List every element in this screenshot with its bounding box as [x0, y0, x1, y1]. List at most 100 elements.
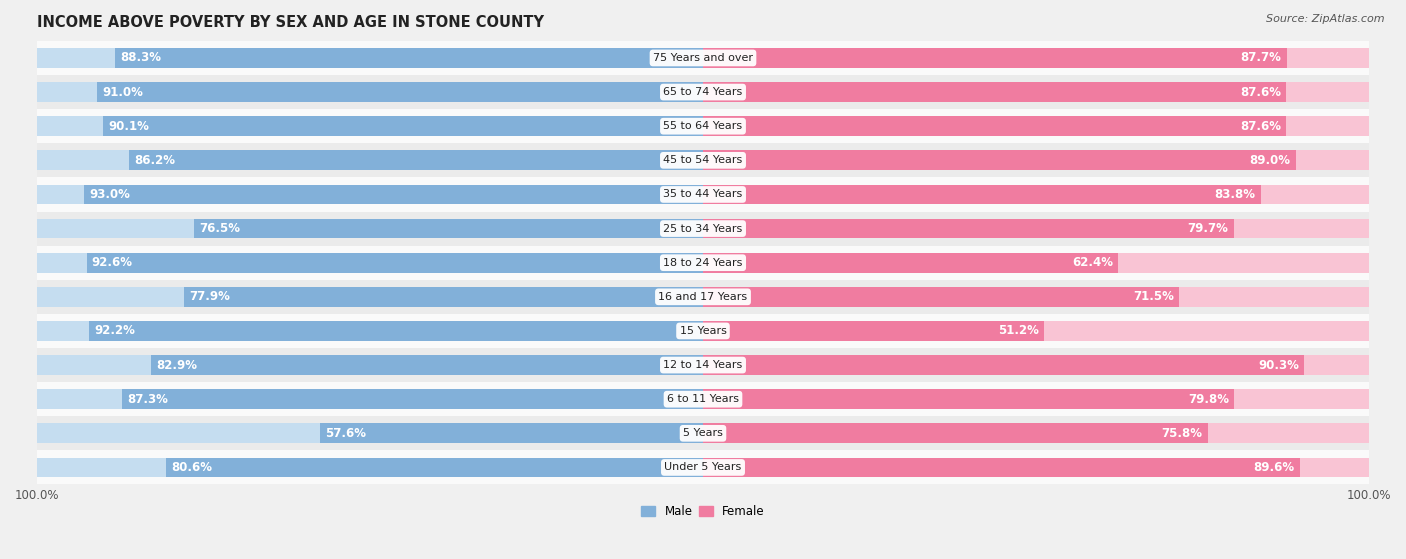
Text: 55 to 64 Years: 55 to 64 Years — [664, 121, 742, 131]
Bar — [87, 253, 703, 273]
Bar — [703, 184, 1369, 205]
Text: 82.9%: 82.9% — [156, 358, 197, 372]
Bar — [703, 253, 1369, 273]
Bar — [37, 355, 703, 375]
Bar — [37, 75, 1369, 109]
Text: 90.1%: 90.1% — [108, 120, 149, 132]
Text: 79.7%: 79.7% — [1188, 222, 1229, 235]
Text: 79.8%: 79.8% — [1188, 392, 1229, 406]
Bar — [37, 177, 1369, 211]
Text: 77.9%: 77.9% — [190, 290, 231, 304]
Text: 5 Years: 5 Years — [683, 428, 723, 438]
Bar — [84, 184, 703, 205]
Bar — [37, 287, 703, 307]
Bar — [37, 184, 703, 205]
Bar — [122, 389, 703, 409]
Bar — [150, 355, 703, 375]
Bar — [703, 150, 1369, 170]
Bar — [37, 150, 703, 170]
Text: 35 to 44 Years: 35 to 44 Years — [664, 190, 742, 200]
Bar — [166, 458, 703, 477]
Bar — [703, 321, 1043, 341]
Bar — [703, 48, 1369, 68]
Text: 89.0%: 89.0% — [1249, 154, 1291, 167]
Text: 80.6%: 80.6% — [172, 461, 212, 474]
Text: 88.3%: 88.3% — [121, 51, 162, 64]
Text: 76.5%: 76.5% — [200, 222, 240, 235]
Text: 87.6%: 87.6% — [1240, 86, 1281, 98]
Text: 91.0%: 91.0% — [103, 86, 143, 98]
Text: 62.4%: 62.4% — [1073, 256, 1114, 269]
Text: 45 to 54 Years: 45 to 54 Years — [664, 155, 742, 165]
Bar — [703, 423, 1208, 443]
Text: 18 to 24 Years: 18 to 24 Years — [664, 258, 742, 268]
Bar — [37, 219, 703, 239]
Text: 90.3%: 90.3% — [1258, 358, 1299, 372]
Bar — [703, 219, 1369, 239]
Text: 12 to 14 Years: 12 to 14 Years — [664, 360, 742, 370]
Bar — [37, 48, 703, 68]
Bar — [115, 48, 703, 68]
Text: 57.6%: 57.6% — [325, 427, 366, 440]
Bar — [703, 184, 1261, 205]
Bar — [37, 451, 1369, 485]
Text: 6 to 11 Years: 6 to 11 Years — [666, 394, 740, 404]
Bar — [703, 355, 1305, 375]
Text: 87.6%: 87.6% — [1240, 120, 1281, 132]
Bar — [37, 109, 1369, 143]
Bar — [703, 458, 1299, 477]
Bar — [103, 116, 703, 136]
Bar — [37, 245, 1369, 280]
Text: 75.8%: 75.8% — [1161, 427, 1202, 440]
Bar — [37, 382, 1369, 416]
Text: 89.6%: 89.6% — [1253, 461, 1294, 474]
Bar — [194, 219, 703, 239]
Text: 25 to 34 Years: 25 to 34 Years — [664, 224, 742, 234]
Bar — [129, 150, 703, 170]
Bar — [37, 41, 1369, 75]
Bar — [37, 82, 703, 102]
Bar — [37, 321, 703, 341]
Text: INCOME ABOVE POVERTY BY SEX AND AGE IN STONE COUNTY: INCOME ABOVE POVERTY BY SEX AND AGE IN S… — [37, 15, 544, 30]
Bar — [703, 82, 1369, 102]
Text: 92.2%: 92.2% — [94, 324, 135, 338]
Text: 75 Years and over: 75 Years and over — [652, 53, 754, 63]
Text: 71.5%: 71.5% — [1133, 290, 1174, 304]
Bar — [703, 82, 1286, 102]
Bar — [37, 458, 703, 477]
Bar — [97, 82, 703, 102]
Bar — [703, 423, 1369, 443]
Text: 87.7%: 87.7% — [1240, 51, 1281, 64]
Bar — [703, 116, 1286, 136]
Text: Under 5 Years: Under 5 Years — [665, 462, 741, 472]
Bar — [703, 458, 1369, 477]
Legend: Male, Female: Male, Female — [637, 500, 769, 523]
Bar — [37, 423, 703, 443]
Text: 93.0%: 93.0% — [89, 188, 129, 201]
Text: 65 to 74 Years: 65 to 74 Years — [664, 87, 742, 97]
Bar — [703, 48, 1286, 68]
Bar — [37, 143, 1369, 177]
Text: 16 and 17 Years: 16 and 17 Years — [658, 292, 748, 302]
Text: 87.3%: 87.3% — [127, 392, 167, 406]
Bar — [37, 348, 1369, 382]
Text: 15 Years: 15 Years — [679, 326, 727, 336]
Bar — [37, 116, 703, 136]
Bar — [703, 219, 1233, 239]
Text: 83.8%: 83.8% — [1215, 188, 1256, 201]
Bar — [703, 389, 1234, 409]
Text: Source: ZipAtlas.com: Source: ZipAtlas.com — [1267, 14, 1385, 24]
Bar — [37, 211, 1369, 245]
Bar — [37, 280, 1369, 314]
Bar — [184, 287, 703, 307]
Bar — [703, 389, 1369, 409]
Bar — [37, 314, 1369, 348]
Bar — [703, 253, 1118, 273]
Bar — [703, 321, 1369, 341]
Bar — [703, 150, 1295, 170]
Bar — [703, 287, 1180, 307]
Text: 92.6%: 92.6% — [91, 256, 132, 269]
Bar — [37, 253, 703, 273]
Bar — [319, 423, 703, 443]
Bar — [89, 321, 703, 341]
